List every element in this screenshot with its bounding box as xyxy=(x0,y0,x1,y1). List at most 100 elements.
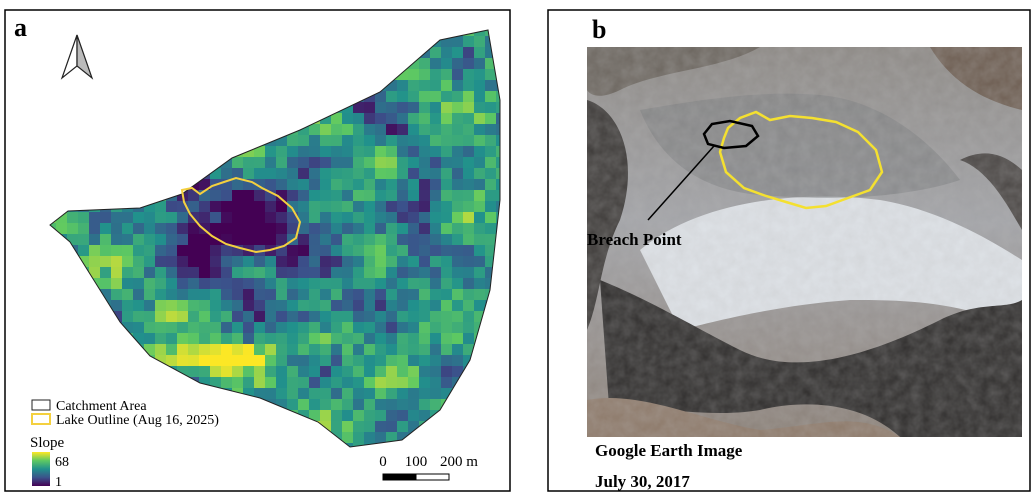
slope-cell xyxy=(419,135,430,146)
slope-cell xyxy=(386,201,397,212)
slope-cell xyxy=(452,344,463,355)
slope-cell xyxy=(452,47,463,58)
slope-cell xyxy=(397,333,408,344)
slope-cell xyxy=(430,278,441,289)
slope-cell xyxy=(265,344,276,355)
slope-cell xyxy=(265,168,276,179)
slope-cell xyxy=(441,157,452,168)
slope-cell xyxy=(298,366,309,377)
slope-cell xyxy=(397,410,408,421)
slope-cell xyxy=(463,47,474,58)
slope-cell xyxy=(397,245,408,256)
slope-cell xyxy=(452,91,463,102)
slope-cell xyxy=(342,377,353,388)
slope-cell xyxy=(276,311,287,322)
slope-cell xyxy=(430,124,441,135)
slope-cell xyxy=(408,333,419,344)
slope-cell xyxy=(265,201,276,212)
slope-cell xyxy=(397,421,408,432)
slope-cell xyxy=(210,223,221,234)
slope-cell xyxy=(287,388,298,399)
slope-cell xyxy=(254,366,265,377)
slope-cell xyxy=(342,333,353,344)
slope-cell xyxy=(309,399,320,410)
slope-cell xyxy=(188,201,199,212)
slope-cell xyxy=(408,311,419,322)
slope-cell xyxy=(298,388,309,399)
slope-cell xyxy=(386,388,397,399)
slope-cell xyxy=(243,355,254,366)
slope-cell xyxy=(177,322,188,333)
slope-cell xyxy=(397,124,408,135)
slope-cell xyxy=(397,300,408,311)
slope-cell xyxy=(265,223,276,234)
slope-cell xyxy=(353,289,364,300)
slope-cell xyxy=(144,212,155,223)
annotation: Breach Point xyxy=(587,230,682,249)
slope-cell xyxy=(320,223,331,234)
slope-cell xyxy=(188,333,199,344)
slope-cell xyxy=(331,179,342,190)
slope-cell xyxy=(386,300,397,311)
slope-cell xyxy=(331,190,342,201)
legend-catchment-swatch xyxy=(32,400,50,410)
slope-cell xyxy=(188,245,199,256)
slope-cell xyxy=(353,157,364,168)
slope-cell xyxy=(210,212,221,223)
slope-cell xyxy=(397,322,408,333)
slope-cell xyxy=(375,421,386,432)
slope-cell xyxy=(309,267,320,278)
slope-cell xyxy=(419,377,430,388)
slope-cell xyxy=(221,289,232,300)
slope-cell xyxy=(320,399,331,410)
slope-cell xyxy=(342,113,353,124)
slope-cell xyxy=(199,322,210,333)
slope-cell xyxy=(342,421,353,432)
slope-cell xyxy=(331,322,342,333)
slope-cell xyxy=(485,113,496,124)
slope-cell xyxy=(397,135,408,146)
slope-cell xyxy=(276,289,287,300)
slope-cell xyxy=(463,69,474,80)
slope-cell xyxy=(133,289,144,300)
slope-cell xyxy=(309,157,320,168)
slope-cell xyxy=(474,168,485,179)
slope-cell xyxy=(331,234,342,245)
slope-cell xyxy=(397,355,408,366)
slope-cell xyxy=(408,102,419,113)
slope-cell xyxy=(452,201,463,212)
slope-cell xyxy=(452,179,463,190)
slope-cell xyxy=(386,146,397,157)
slope-cell xyxy=(298,399,309,410)
slope-cell xyxy=(111,212,122,223)
slope-cell xyxy=(309,322,320,333)
slope-cell xyxy=(386,267,397,278)
slope-cell xyxy=(287,267,298,278)
slope-cell xyxy=(386,366,397,377)
slope-cell xyxy=(309,201,320,212)
slope-cell xyxy=(485,190,496,201)
slope-cell xyxy=(199,300,210,311)
slope-cell xyxy=(485,223,496,234)
slope-cell xyxy=(188,311,199,322)
slope-cell xyxy=(397,168,408,179)
slope-cell xyxy=(375,168,386,179)
slope-cell xyxy=(243,212,254,223)
slope-cell xyxy=(166,223,177,234)
slope-cell xyxy=(386,157,397,168)
slope-cell xyxy=(199,201,210,212)
slope-cell xyxy=(331,399,342,410)
slope-cell xyxy=(375,300,386,311)
slope-cell xyxy=(474,289,485,300)
slope-cell xyxy=(342,432,353,443)
slope-cell xyxy=(122,234,133,245)
slope-cell xyxy=(133,278,144,289)
slope-cell xyxy=(265,311,276,322)
slope-cell xyxy=(397,311,408,322)
slope-cell xyxy=(474,124,485,135)
slope-cell xyxy=(463,36,474,47)
slope-cell xyxy=(353,322,364,333)
slope-cell xyxy=(221,168,232,179)
slope-cell xyxy=(276,146,287,157)
slope-cell xyxy=(375,344,386,355)
